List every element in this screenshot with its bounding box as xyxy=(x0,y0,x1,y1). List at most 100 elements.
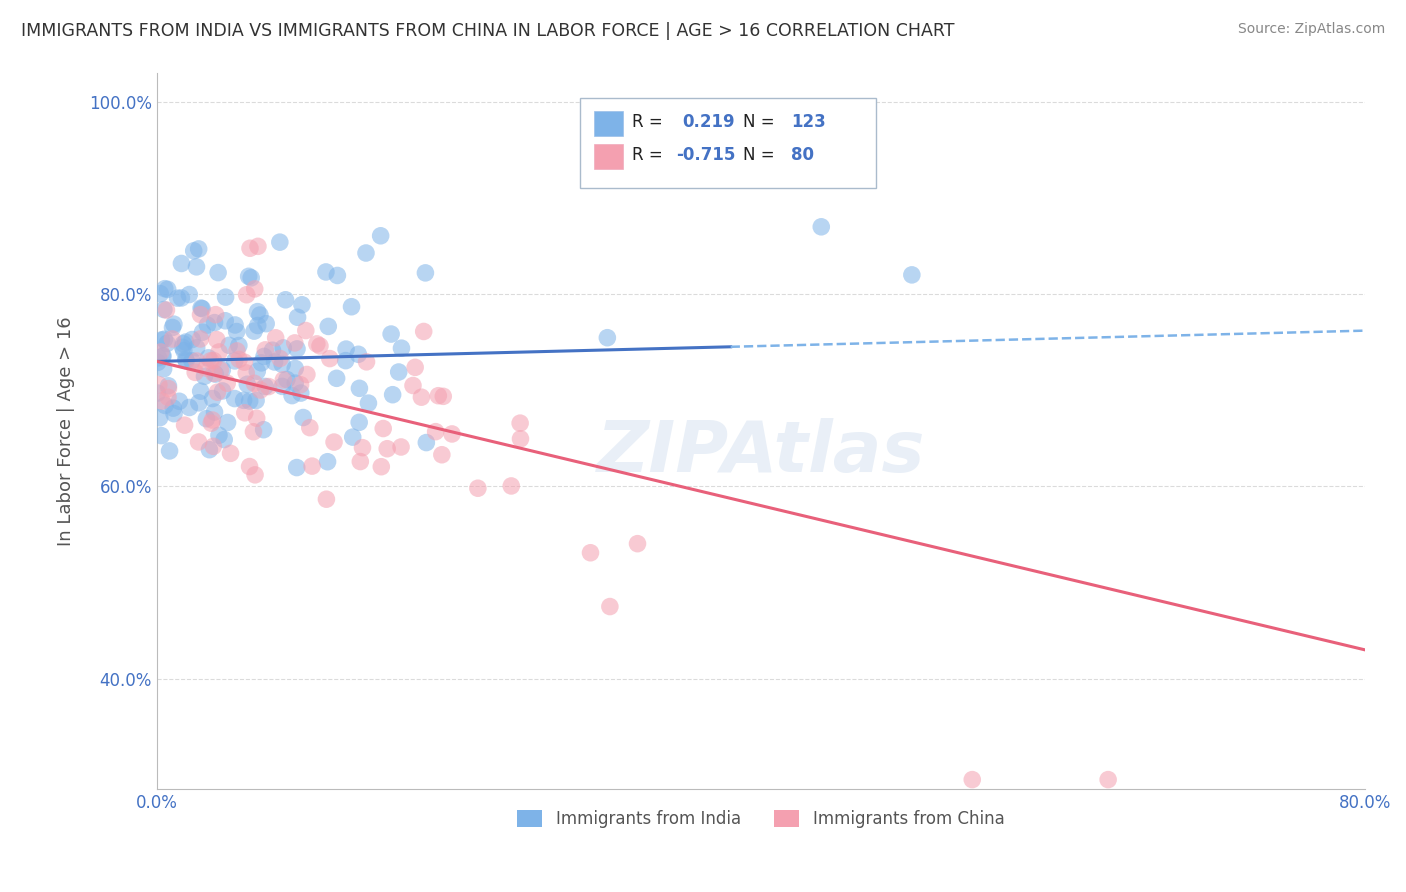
Point xyxy=(157,390,180,404)
Point xyxy=(243,467,266,482)
Point xyxy=(200,416,222,430)
Point xyxy=(427,389,450,403)
Point xyxy=(149,410,172,425)
Point xyxy=(163,407,186,421)
Point xyxy=(246,239,269,253)
Point xyxy=(153,282,176,296)
Point xyxy=(197,351,219,365)
Point xyxy=(323,435,346,450)
Point xyxy=(224,354,246,368)
Point xyxy=(316,455,339,469)
Point xyxy=(596,331,619,345)
Point xyxy=(186,341,208,355)
Point xyxy=(467,481,489,495)
Point xyxy=(149,286,172,301)
FancyBboxPatch shape xyxy=(595,111,623,136)
Point xyxy=(284,335,307,350)
Point xyxy=(224,392,246,406)
Point xyxy=(246,411,269,425)
Point xyxy=(191,301,214,316)
Point xyxy=(208,345,231,359)
Point xyxy=(173,343,195,358)
Point xyxy=(190,332,212,346)
Point xyxy=(181,354,204,368)
Point xyxy=(285,342,308,356)
Point xyxy=(347,347,370,361)
Text: 123: 123 xyxy=(792,112,825,131)
Point xyxy=(389,440,412,454)
Point xyxy=(250,356,273,370)
Point xyxy=(162,332,184,346)
Point xyxy=(157,382,180,396)
Point xyxy=(214,314,236,328)
Point xyxy=(155,303,177,318)
Point xyxy=(204,308,226,322)
Point xyxy=(150,349,173,363)
Point xyxy=(187,396,209,410)
Point xyxy=(962,772,984,787)
Point xyxy=(228,338,250,352)
Point xyxy=(246,304,269,318)
Point xyxy=(430,448,453,462)
Point xyxy=(235,287,257,301)
Point xyxy=(412,325,434,339)
Point xyxy=(349,454,371,468)
Point xyxy=(242,425,264,439)
Text: R =: R = xyxy=(631,112,668,131)
Point xyxy=(190,308,212,322)
Point xyxy=(373,421,395,435)
Point xyxy=(236,377,259,392)
Point xyxy=(370,459,392,474)
Point xyxy=(326,268,349,283)
Point xyxy=(271,341,294,355)
Point xyxy=(276,372,298,386)
Point xyxy=(415,266,437,280)
Point xyxy=(626,536,648,550)
Point xyxy=(209,363,232,377)
Point xyxy=(245,393,267,408)
Point xyxy=(200,353,222,368)
Point xyxy=(235,366,257,380)
Point xyxy=(295,368,318,382)
FancyBboxPatch shape xyxy=(579,98,876,187)
Point xyxy=(432,389,454,403)
Point xyxy=(287,310,309,325)
Point xyxy=(254,317,277,331)
Point xyxy=(316,319,339,334)
Point xyxy=(281,389,304,403)
Point xyxy=(810,219,832,234)
Point xyxy=(290,386,312,401)
Point xyxy=(156,282,179,296)
Point xyxy=(411,390,433,404)
Point xyxy=(233,406,256,420)
Point xyxy=(233,355,256,369)
Point xyxy=(253,423,276,437)
Point xyxy=(243,376,266,391)
Text: N =: N = xyxy=(742,112,780,131)
Point xyxy=(579,546,602,560)
Point xyxy=(212,433,235,447)
Point xyxy=(347,415,370,429)
Point xyxy=(301,459,323,474)
Point xyxy=(184,365,207,379)
Point xyxy=(190,384,212,399)
Point xyxy=(211,384,233,398)
Point xyxy=(148,377,170,392)
Point xyxy=(207,385,229,400)
Point xyxy=(269,235,291,249)
Point xyxy=(264,331,287,345)
Point xyxy=(179,401,201,415)
Point xyxy=(243,282,266,296)
Point xyxy=(262,343,284,358)
Point xyxy=(509,432,531,446)
Point xyxy=(425,425,447,439)
Point xyxy=(239,241,262,255)
Point xyxy=(380,326,402,341)
Point xyxy=(298,420,321,434)
Point xyxy=(240,270,263,285)
Point xyxy=(187,242,209,256)
Point xyxy=(208,428,231,442)
Point xyxy=(205,333,228,347)
Point xyxy=(217,416,239,430)
Point xyxy=(249,383,271,397)
